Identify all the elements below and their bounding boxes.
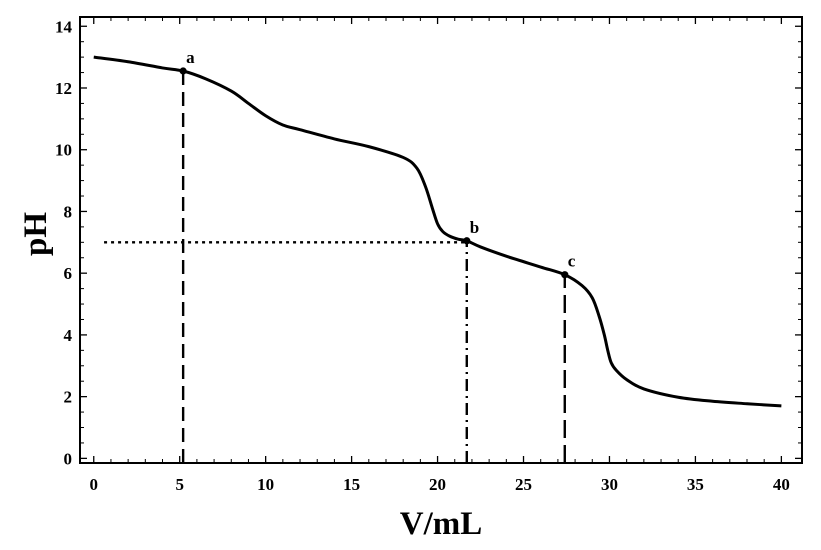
x-tick-label-20: 20	[429, 475, 446, 494]
x-tick-label-15: 15	[343, 475, 360, 494]
point-label-c: c	[568, 252, 576, 271]
x-tick-label-35: 35	[687, 475, 704, 494]
y-tick-label-2: 2	[64, 388, 73, 407]
x-axis-title: V/mL	[400, 506, 483, 542]
x-tick-label-5: 5	[175, 475, 184, 494]
y-tick-label-10: 10	[55, 141, 72, 160]
point-c	[561, 271, 569, 279]
y-axis-title: pH	[18, 212, 54, 256]
x-tick-label-40: 40	[773, 475, 790, 494]
x-tick-label-25: 25	[515, 475, 532, 494]
point-b	[463, 237, 471, 245]
point-label-a: a	[186, 48, 195, 67]
y-tick-label-6: 6	[64, 264, 73, 283]
y-tick-label-8: 8	[64, 202, 73, 221]
axis-ticks: 0 5 10 15 20 25 30 35 40 0 2 4 6 8 10 12 14	[55, 17, 802, 494]
x-tick-label-0: 0	[90, 475, 99, 494]
y-tick-label-14: 14	[55, 17, 73, 36]
plot-frame	[79, 16, 803, 464]
y-tick-label-12: 12	[55, 79, 72, 98]
guide-lines	[104, 71, 566, 463]
x-tick-label-10: 10	[257, 475, 274, 494]
y-tick-label-0: 0	[64, 449, 73, 468]
x-tick-label-30: 30	[601, 475, 618, 494]
y-tick-label-4: 4	[64, 326, 73, 345]
point-a	[179, 67, 187, 75]
series-layer	[93, 55, 782, 408]
marked-points: a b c	[179, 48, 576, 279]
point-label-b: b	[470, 218, 479, 237]
titration-curve-0	[93, 55, 782, 408]
